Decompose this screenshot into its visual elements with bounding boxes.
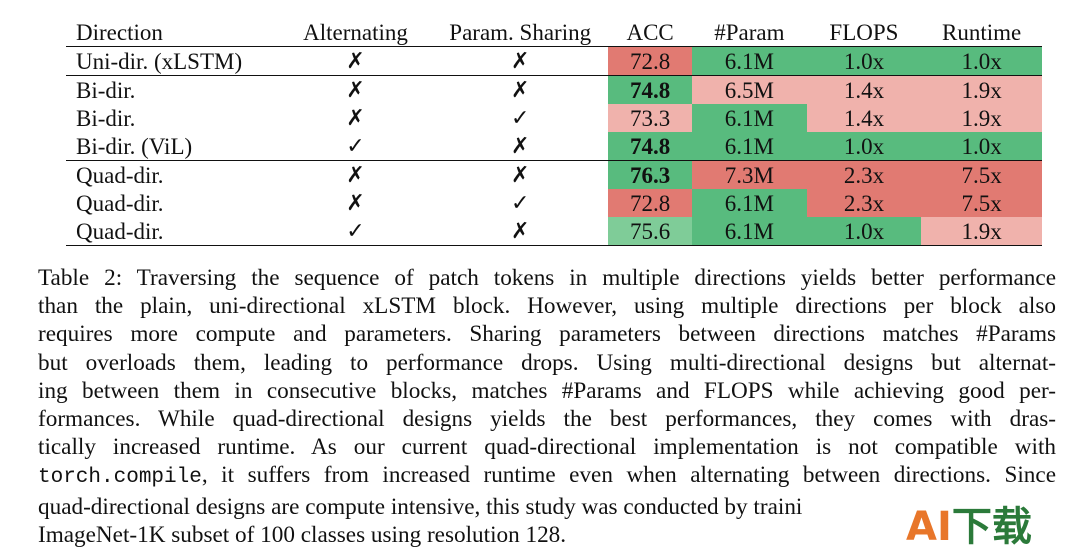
cell-param: 6.5M	[692, 75, 807, 104]
caption-line: quad-directional designs are compute int…	[38, 493, 803, 520]
cell-direction: Bi-dir.	[66, 75, 279, 104]
cell-sharing: ✓	[510, 105, 530, 131]
watermark-text: 下载	[951, 504, 1032, 550]
header-alternating: Alternating	[303, 19, 408, 45]
cell-param: 6.1M	[692, 132, 807, 161]
table-caption: Table 2: Traversing the sequence of patc…	[38, 264, 1056, 549]
cell-runtime: 1.0x	[921, 46, 1042, 76]
cell-flops: 1.0x	[806, 132, 922, 161]
cell-sharing: ✗	[510, 218, 530, 244]
cell-runtime: 1.9x	[921, 217, 1042, 246]
table-row: Quad-dir. ✗ ✗ 76.3 7.3M 2.3x 7.5x	[66, 160, 1042, 189]
caption-line-rest: , it suffers from increased runtime even…	[201, 462, 1056, 489]
table-row: Bi-dir. ✗ ✓ 73.3 6.1M 1.4x 1.9x	[66, 104, 1042, 132]
cell-sharing: ✗	[510, 133, 530, 159]
header-direction: Direction	[76, 19, 163, 45]
cell-direction: Uni-dir. (xLSTM)	[76, 48, 243, 74]
table-row: Bi-dir. (ViL) ✓ ✗ 74.8 6.1M 1.0x 1.0x	[66, 132, 1042, 161]
cell-acc: 75.6	[608, 217, 693, 246]
caption-line: tically increased runtime. As our curren…	[38, 434, 1056, 461]
cell-alternating: ✗	[278, 75, 433, 104]
watermark-ai: AI	[906, 504, 952, 550]
cell-flops: 1.0x	[806, 46, 922, 76]
cell-direction: Quad-dir.	[76, 190, 164, 216]
cell-param: 6.1M	[692, 217, 807, 246]
cell-flops: 1.4x	[806, 104, 922, 132]
caption-line: but overloads them, leading to performan…	[38, 349, 1056, 376]
cell-alternating: ✗	[346, 105, 365, 131]
cell-flops: 1.4x	[806, 75, 922, 104]
cell-runtime: 1.9x	[921, 104, 1042, 132]
caption-code: torch.compile	[38, 466, 202, 490]
table-row: Uni-dir. (xLSTM) ✗ ✗ 72.8 6.1M 1.0x 1.0x	[66, 46, 1042, 76]
caption-line: torch.compile, it suffers from increased…	[38, 461, 1056, 492]
cell-direction: Quad-dir.	[66, 160, 279, 189]
header-row: Direction Alternating Param. Sharing ACC…	[66, 18, 1042, 47]
cell-direction: Bi-dir. (ViL)	[76, 133, 193, 159]
cell-acc: 74.8	[608, 75, 693, 104]
cell-runtime: 7.5x	[921, 189, 1042, 217]
cell-flops: 1.0x	[806, 217, 922, 246]
header-acc: ACC	[626, 19, 674, 45]
cell-runtime: 7.5x	[921, 160, 1042, 189]
cell-sharing: ✗	[432, 160, 609, 189]
caption-line: ing between them in consecutive blocks, …	[38, 377, 1056, 404]
caption-line: requires more compute and parameters. Sh…	[38, 321, 1056, 348]
cell-acc: 72.8	[608, 46, 693, 76]
caption-line: Table 2: Traversing the sequence of patc…	[38, 265, 1056, 291]
cell-alternating: ✗	[346, 190, 365, 216]
header-param: #Param	[714, 19, 785, 45]
cell-alternating: ✗	[346, 48, 365, 74]
cell-direction: Quad-dir.	[76, 218, 164, 244]
cell-alternating: ✓	[346, 218, 365, 244]
cell-param: 6.1M	[692, 104, 807, 132]
cell-flops: 2.3x	[806, 160, 922, 189]
header-param-sharing: Param. Sharing	[449, 19, 592, 45]
cell-sharing: ✗	[432, 75, 609, 104]
cell-alternating: ✓	[346, 133, 365, 159]
cell-param: 6.1M	[692, 46, 807, 76]
caption-line: than the plain, uni-directional xLSTM bl…	[38, 293, 1056, 320]
cell-acc: 72.8	[608, 189, 693, 217]
cell-sharing: ✗	[510, 48, 530, 74]
cell-direction: Bi-dir.	[76, 105, 136, 131]
cell-flops: 2.3x	[806, 189, 922, 217]
table-row: Bi-dir. ✗ ✗ 74.8 6.5M 1.4x 1.9x	[66, 75, 1042, 104]
cell-acc: 74.8	[608, 132, 693, 161]
cell-param: 7.3M	[692, 160, 807, 189]
table-row: Quad-dir. ✓ ✗ 75.6 6.1M 1.0x 1.9x	[66, 217, 1042, 246]
header-flops: FLOPS	[829, 19, 899, 45]
cell-runtime: 1.9x	[921, 75, 1042, 104]
cell-acc: 73.3	[608, 104, 693, 132]
cell-param: 6.1M	[692, 189, 807, 217]
watermark-logo: AI下载	[906, 502, 1056, 552]
cell-acc: 76.3	[608, 160, 693, 189]
caption-line: formances. While quad-directional design…	[38, 406, 1056, 433]
caption-line: ImageNet-1K subset of 100 classes using …	[38, 521, 567, 548]
cell-sharing: ✓	[510, 190, 530, 216]
cell-runtime: 1.0x	[921, 132, 1042, 161]
results-table: Direction Alternating Param. Sharing ACC…	[66, 18, 1042, 246]
results-table-container: Direction Alternating Param. Sharing ACC…	[66, 18, 1042, 246]
cell-alternating: ✗	[278, 160, 433, 189]
table-row: Quad-dir. ✗ ✓ 72.8 6.1M 2.3x 7.5x	[66, 189, 1042, 217]
header-runtime: Runtime	[942, 19, 1022, 45]
